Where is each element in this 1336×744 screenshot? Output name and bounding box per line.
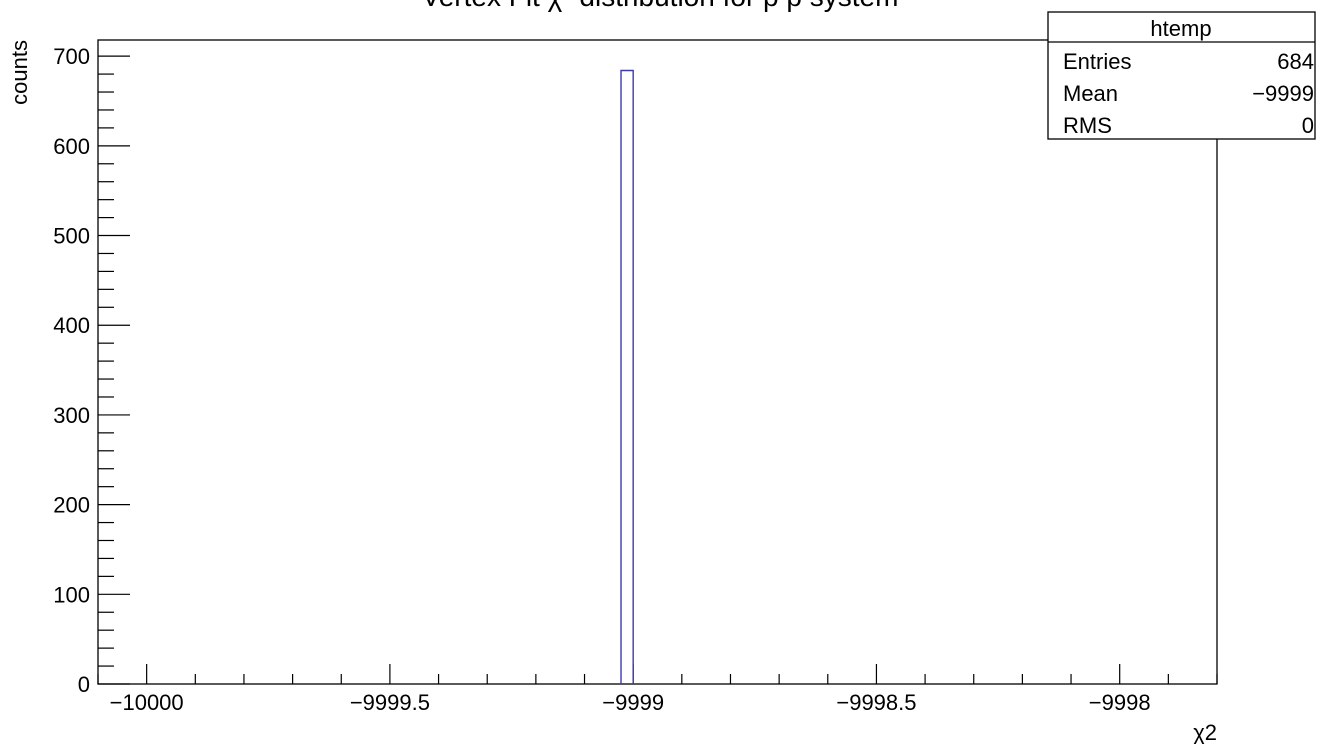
x-tick-label: −9999 <box>602 690 664 715</box>
x-tick-label: −10000 <box>110 690 184 715</box>
y-tick-label: 0 <box>78 672 90 697</box>
x-tick-label: −9998 <box>1089 690 1151 715</box>
stats-entries-value: 684 <box>1277 49 1314 74</box>
stats-rms-label: RMS <box>1063 113 1112 138</box>
stats-entries-label: Entries <box>1063 49 1131 74</box>
y-tick-label: 700 <box>53 44 90 69</box>
histogram-bars <box>620 69 634 684</box>
x-axis-title: χ2 <box>1193 720 1217 744</box>
stats-box-title: htemp <box>1150 16 1211 41</box>
y-tick-label: 300 <box>53 403 90 428</box>
stats-box-frame <box>1047 11 1316 140</box>
plot-frame <box>97 39 1218 685</box>
stats-rms-value: 0 <box>1302 113 1314 138</box>
y-tick-label: 100 <box>53 582 90 607</box>
x-tick-label: −9998.5 <box>836 690 916 715</box>
y-tick-label: 600 <box>53 134 90 159</box>
y-tick-label: 400 <box>53 313 90 338</box>
stats-box: htemp Entries 684 Mean −9999 RMS 0 <box>1047 11 1316 140</box>
histogram-bin <box>620 69 634 684</box>
x-axis: −10000 −9999.5 −9999 −9998.5 −9998 <box>97 664 1218 715</box>
y-axis-title: counts <box>7 40 32 105</box>
y-tick-label: 200 <box>53 493 90 518</box>
y-tick-label: 500 <box>53 224 90 249</box>
x-tick-label: −9999.5 <box>350 690 430 715</box>
stats-mean-value: −9999 <box>1252 81 1314 106</box>
y-axis: 0 100 200 300 400 500 600 700 <box>53 44 130 697</box>
chart-title: Vertex Fit χ² distribution for p̄ p syst… <box>422 0 899 12</box>
stats-mean-label: Mean <box>1063 81 1118 106</box>
